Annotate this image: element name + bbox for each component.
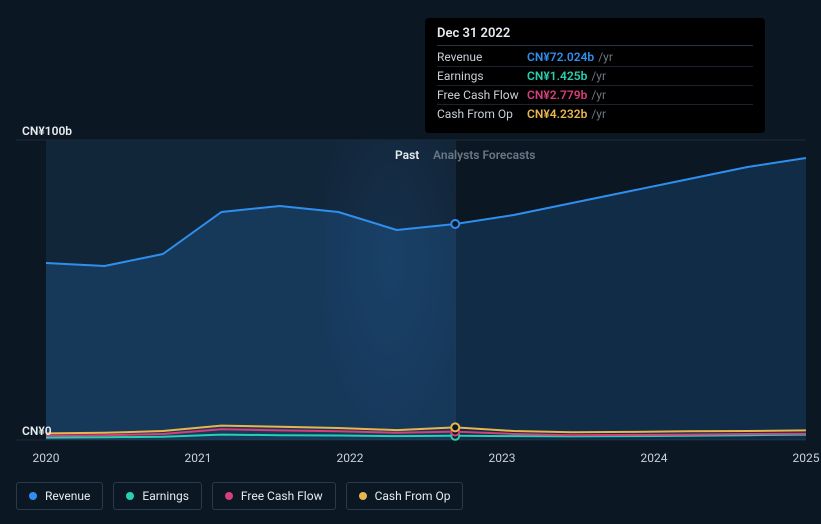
tooltip-row: EarningsCN¥1.425b/yr — [437, 67, 753, 86]
legend-item[interactable]: Cash From Op — [346, 482, 464, 510]
legend-item[interactable]: Free Cash Flow — [212, 482, 336, 510]
chart-legend: Revenue Earnings Free Cash Flow Cash From O… — [16, 482, 463, 510]
legend-dot-icon — [225, 492, 233, 500]
legend-label: Revenue — [45, 489, 90, 503]
tooltip-row: Cash From OpCN¥4.232b/yr — [437, 105, 753, 123]
x-axis-tick: 2021 — [185, 451, 212, 465]
x-axis-tick: 2025 — [793, 451, 820, 465]
legend-label: Free Cash Flow — [241, 489, 323, 503]
tooltip-metric-label: Revenue — [437, 50, 527, 64]
tooltip-metric-value: CN¥4.232b — [527, 107, 587, 121]
past-section-label: Past — [395, 148, 419, 162]
tooltip-metric-unit: /yr — [591, 107, 606, 121]
tooltip-metric-label: Earnings — [437, 69, 527, 83]
x-axis-tick: 2023 — [489, 451, 516, 465]
forecast-section-label: Analysts Forecasts — [433, 148, 535, 162]
legend-dot-icon — [29, 492, 37, 500]
tooltip-metric-unit: /yr — [598, 50, 613, 64]
x-axis-labels: 202020212022202320242025 — [16, 451, 806, 467]
legend-dot-icon — [126, 492, 134, 500]
x-axis-tick: 2022 — [337, 451, 364, 465]
tooltip-metric-value: CN¥72.024b — [527, 50, 594, 64]
tooltip-metric-value: CN¥2.779b — [527, 88, 587, 102]
tooltip-metric-value: CN¥1.425b — [527, 69, 587, 83]
legend-dot-icon — [359, 492, 367, 500]
legend-item[interactable]: Earnings — [113, 482, 202, 510]
y-axis-min-label: CN¥0 — [22, 424, 52, 438]
x-axis-tick: 2020 — [33, 451, 60, 465]
legend-label: Cash From Op — [375, 489, 451, 503]
chart-tooltip: Dec 31 2022 RevenueCN¥72.024b/yrEarnings… — [425, 18, 765, 133]
tooltip-metric-label: Free Cash Flow — [437, 88, 527, 102]
tooltip-row: Free Cash FlowCN¥2.779b/yr — [437, 86, 753, 105]
y-axis-max-label: CN¥100b — [22, 124, 72, 138]
x-axis-tick: 2024 — [641, 451, 668, 465]
tooltip-metric-unit: /yr — [591, 69, 606, 83]
legend-label: Earnings — [142, 489, 189, 503]
tooltip-row: RevenueCN¥72.024b/yr — [437, 48, 753, 67]
tooltip-metric-label: Cash From Op — [437, 107, 527, 121]
tooltip-metric-unit: /yr — [591, 88, 606, 102]
tooltip-date: Dec 31 2022 — [437, 26, 753, 46]
legend-item[interactable]: Revenue — [16, 482, 103, 510]
